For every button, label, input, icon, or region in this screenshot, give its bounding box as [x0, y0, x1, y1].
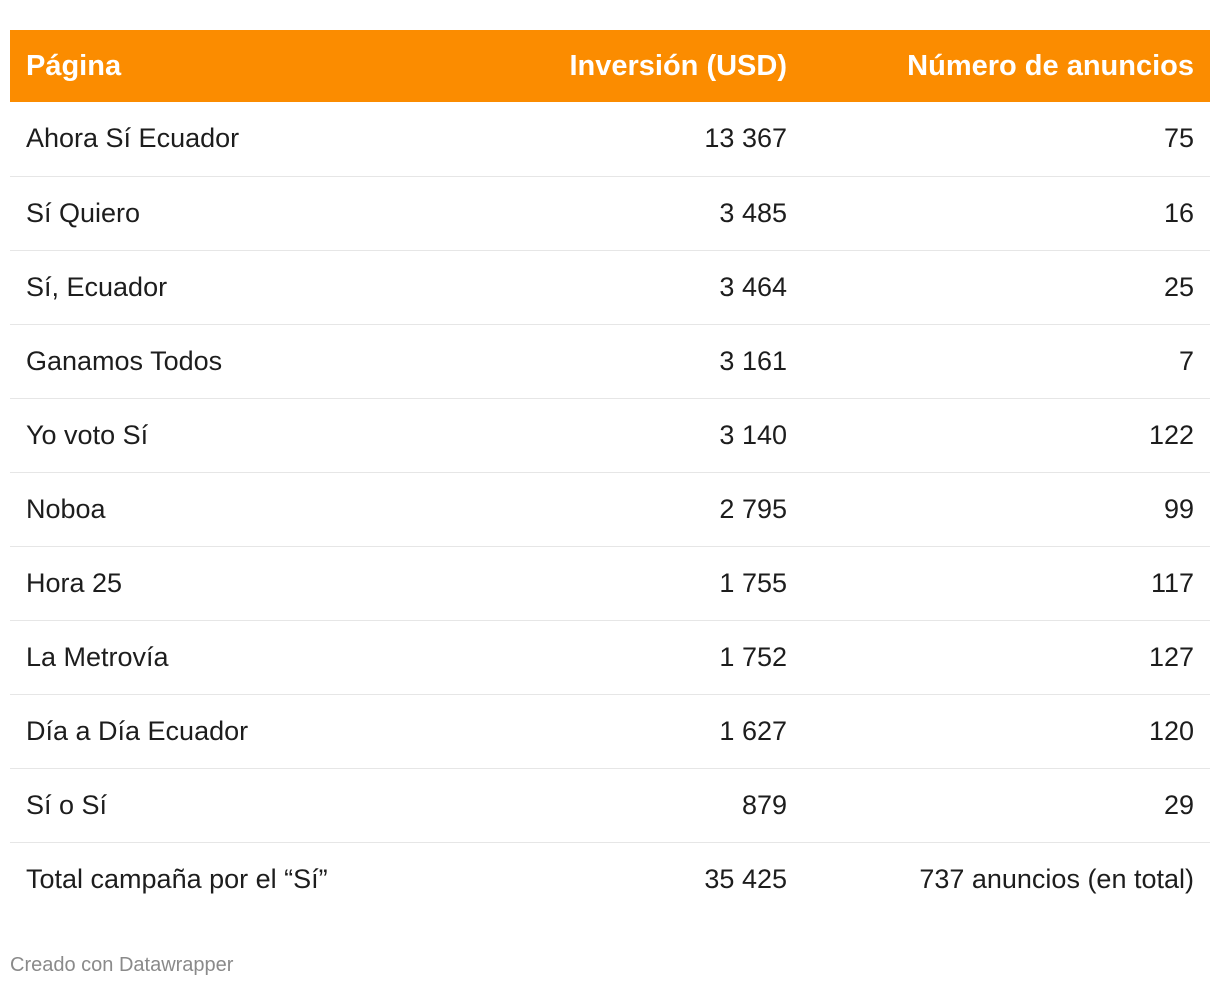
header-row: Página Inversión (USD) Número de anuncio… — [10, 30, 1210, 102]
cell-inversion: 1 755 — [719, 567, 787, 598]
cell-pagina: Ganamos Todos — [26, 345, 223, 376]
cell-anuncios: 29 — [1163, 789, 1194, 820]
table-row: La Metrovía 1 752 127 — [10, 620, 1210, 694]
cell-inversion: 3 140 — [719, 419, 787, 450]
cell-anuncios: 75 — [1163, 123, 1194, 154]
cell-anuncios: 7 — [1178, 345, 1194, 376]
header-pagina[interactable]: Página — [26, 49, 122, 82]
cell-pagina: Sí, Ecuador — [26, 271, 168, 302]
cell-pagina: La Metrovía — [26, 641, 169, 672]
data-table-container: Página Inversión (USD) Número de anuncio… — [10, 30, 1210, 916]
cell-inversion: 2 795 — [719, 493, 787, 524]
cell-inversion: 3 464 — [719, 271, 787, 302]
table-row-total: Total campaña por el “Sí” 35 425 737 anunc… — [10, 842, 1210, 916]
cell-pagina: Noboa — [26, 493, 106, 524]
cell-anuncios: 127 — [1148, 641, 1194, 672]
cell-anuncios: 25 — [1163, 271, 1194, 302]
cell-inversion: 1 752 — [719, 641, 787, 672]
cell-inversion: 3 485 — [719, 197, 787, 228]
table-row: Noboa 2 795 99 — [10, 472, 1210, 546]
cell-inversion: 1 627 — [719, 715, 787, 746]
table-row: Sí o Sí 879 29 — [10, 768, 1210, 842]
table-row: Hora 25 1 755 117 — [10, 546, 1210, 620]
cell-anuncios: 117 — [1150, 567, 1194, 598]
table-row: Yo voto Sí 3 140 122 — [10, 398, 1210, 472]
header-anuncios[interactable]: Número de anuncios — [907, 49, 1194, 82]
cell-inversion: 3 161 — [719, 345, 787, 376]
cell-anuncios: 737 anuncios (en total) — [919, 863, 1194, 894]
cell-anuncios: 16 — [1163, 197, 1194, 228]
cell-anuncios: 99 — [1163, 493, 1194, 524]
cell-pagina: Yo voto Sí — [26, 419, 149, 450]
cell-inversion: 879 — [741, 789, 787, 820]
cell-inversion: 35 425 — [704, 863, 787, 894]
header-inversion[interactable]: Inversión (USD) — [569, 49, 787, 82]
data-table: Página Inversión (USD) Número de anuncio… — [10, 30, 1210, 916]
cell-anuncios: 120 — [1148, 715, 1194, 746]
cell-pagina: Sí o Sí — [26, 789, 108, 820]
cell-pagina: Ahora Sí Ecuador — [26, 123, 240, 154]
cell-anuncios: 122 — [1148, 419, 1194, 450]
table-row: Ahora Sí Ecuador 13 367 75 — [10, 102, 1210, 176]
cell-pagina: Sí Quiero — [26, 197, 141, 228]
cell-pagina: Hora 25 — [26, 567, 123, 598]
table-row: Día a Día Ecuador 1 627 120 — [10, 694, 1210, 768]
table-header: Página Inversión (USD) Número de anuncio… — [10, 30, 1210, 102]
table-body: Ahora Sí Ecuador 13 367 75 Sí Quiero 3 485 16… — [10, 102, 1210, 916]
footer-credit[interactable]: Creado con Datawrapper — [10, 954, 234, 976]
cell-pagina: Día a Día Ecuador — [26, 715, 249, 746]
table-row: Sí Quiero 3 485 16 — [10, 176, 1210, 250]
table-row: Sí, Ecuador 3 464 25 — [10, 250, 1210, 324]
cell-pagina: Total campaña por el “Sí” — [26, 863, 328, 894]
table-row: Ganamos Todos 3 161 7 — [10, 324, 1210, 398]
cell-inversion: 13 367 — [704, 123, 787, 154]
